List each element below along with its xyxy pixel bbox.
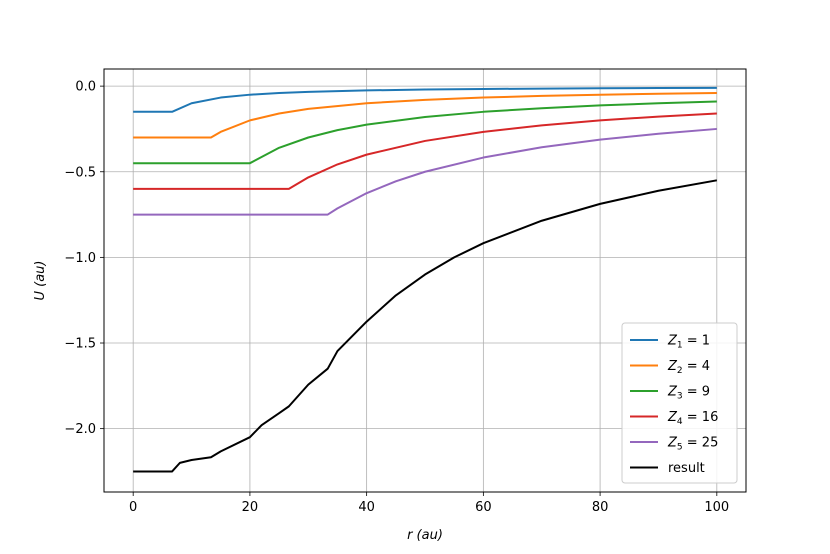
series-lines — [133, 86, 717, 473]
y-axis-label: U (au) — [33, 261, 48, 301]
x-axis-label: r (au) — [407, 528, 443, 543]
y-tick-label: −1.5 — [64, 337, 96, 352]
series-line-1 — [133, 86, 717, 113]
series-line-4 — [133, 112, 717, 190]
x-tick-label: 60 — [475, 500, 492, 515]
y-tick-label: −2.0 — [64, 422, 96, 437]
x-tick-label: 40 — [358, 500, 375, 515]
y-tick-label: −1.0 — [64, 251, 96, 266]
series-line-5 — [133, 127, 717, 216]
x-tick-label: 80 — [592, 500, 609, 515]
legend-entry-label: result — [668, 461, 705, 476]
x-tick-label: 100 — [704, 500, 729, 515]
legend-entry-label: Z2 = 4 — [667, 359, 710, 376]
legend-entry-label: Z5 = 25 — [667, 436, 718, 453]
y-tick-label: −0.5 — [64, 165, 96, 180]
axis-ticks: 0 20 40 60 80 100 0.0 −0.5 −1.0 −1.5 −2.0 — [64, 80, 729, 515]
legend-entry-label: Z4 = 16 — [667, 410, 718, 427]
y-tick-label: 0.0 — [75, 80, 96, 95]
legend: Z1 = 1 Z2 = 4 Z3 = 9 Z4 = 16 Z5 = 25 result — [621, 322, 738, 484]
series-line-2 — [133, 91, 717, 139]
x-tick-label: 20 — [242, 500, 259, 515]
plot-area-frame — [103, 68, 747, 493]
legend-entry-label: Z1 = 1 — [667, 334, 710, 351]
legend-entry-label: Z3 = 9 — [667, 385, 710, 402]
x-tick-label: 0 — [129, 500, 137, 515]
series-line-6 — [133, 179, 717, 473]
series-line-3 — [133, 100, 717, 165]
